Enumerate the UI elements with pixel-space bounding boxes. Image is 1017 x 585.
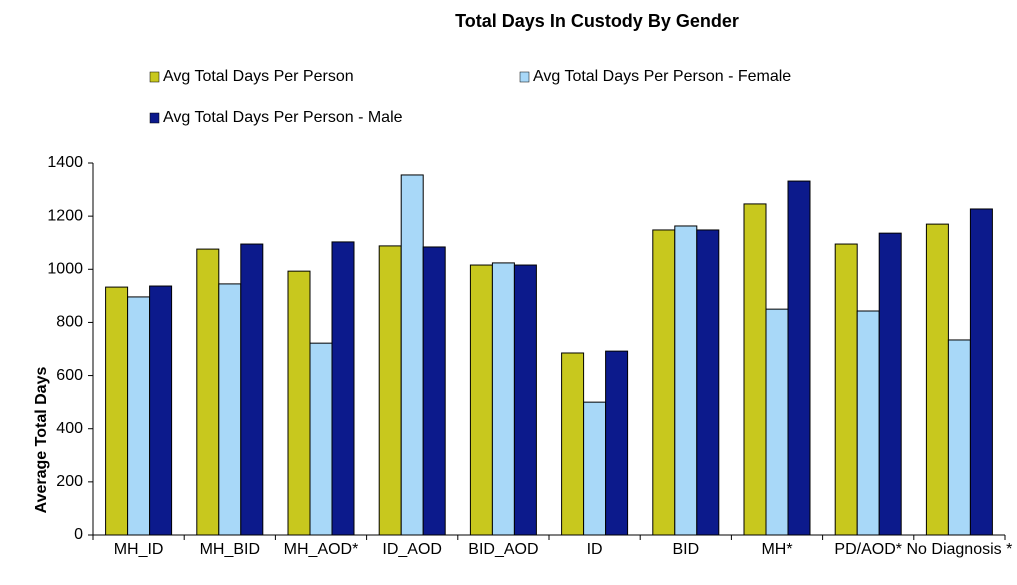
bar: [422, 246, 446, 536]
bar: [149, 285, 173, 536]
x-tick-label: MH_ID: [114, 541, 164, 558]
bar: [127, 296, 151, 536]
bar: [240, 243, 264, 536]
bar: [400, 174, 424, 536]
bar: [287, 270, 311, 536]
bar: [378, 245, 402, 536]
x-tick-label: BID_AOD: [468, 541, 538, 558]
x-tick-label: BID: [672, 541, 699, 558]
y-tick-label: 1400: [47, 154, 83, 171]
legend-label: Avg Total Days Per Person - Male: [163, 109, 403, 126]
x-tick-label: MH*: [761, 541, 792, 558]
bar: [834, 243, 858, 536]
y-axis-label: Average Total Days: [33, 367, 50, 514]
bar: [765, 308, 789, 536]
bar: [696, 229, 720, 536]
y-tick-label: 1000: [47, 261, 83, 278]
y-tick-label: 0: [74, 526, 83, 543]
bar: [218, 283, 242, 536]
bar: [605, 350, 629, 536]
y-tick-label: 600: [56, 367, 83, 384]
y-tick-label: 800: [56, 314, 83, 331]
legend-swatch: [149, 71, 160, 83]
bar: [969, 208, 993, 536]
legend-swatch: [519, 71, 530, 83]
chart-title: Total Days In Custody By Gender: [455, 11, 739, 31]
y-tick-label: 400: [56, 420, 83, 437]
legend-swatch: [149, 112, 160, 124]
bar: [331, 241, 355, 536]
bar: [743, 203, 767, 536]
bar: [309, 342, 333, 536]
bar: [652, 229, 676, 536]
bar: [583, 401, 607, 536]
bar: [513, 264, 537, 536]
bar: [196, 248, 220, 536]
bar: [561, 352, 585, 536]
bar: [925, 223, 949, 536]
bar: [674, 225, 698, 536]
x-tick-label: MH_AOD*: [284, 541, 359, 558]
y-tick-label: 1200: [47, 207, 83, 224]
y-tick-label: 200: [56, 473, 83, 490]
legend-label: Avg Total Days Per Person - Female: [533, 68, 791, 85]
x-tick-label: PD/AOD*: [834, 541, 902, 558]
legend-label: Avg Total Days Per Person: [163, 68, 354, 85]
bar: [856, 310, 880, 536]
bar: [787, 180, 811, 536]
x-tick-label: MH_BID: [200, 541, 260, 558]
bar: [105, 286, 129, 536]
bar: [878, 232, 902, 536]
x-tick-label: ID_AOD: [382, 541, 442, 558]
x-tick-label: ID: [587, 541, 603, 558]
bar: [491, 262, 515, 536]
bar: [469, 264, 493, 536]
x-tick-label: No Diagnosis *: [906, 541, 1012, 558]
bar: [947, 339, 971, 536]
